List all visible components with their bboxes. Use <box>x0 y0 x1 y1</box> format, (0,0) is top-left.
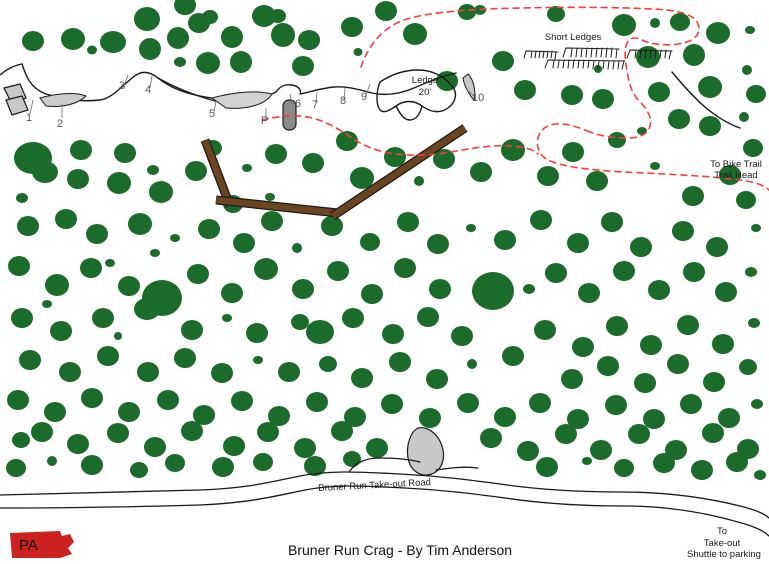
approach-trail <box>200 124 468 220</box>
route-label-1[interactable]: 1 <box>26 112 33 124</box>
route-label-3[interactable]: 3 <box>119 80 126 92</box>
cliff-line <box>0 63 741 129</box>
bike-trail-label-line1: To Bike Trail <box>710 159 762 170</box>
ledge-patch-2 <box>210 91 273 109</box>
ledge-label-name: Ledge <box>411 75 439 86</box>
route-label-2[interactable]: 2 <box>57 118 64 130</box>
pa-state-badge <box>10 531 74 558</box>
short-ledges-hachures <box>523 47 673 70</box>
pillar-rock <box>282 99 297 131</box>
takeout-label-line2: Take-out <box>703 538 741 549</box>
roadside-boulder <box>406 427 445 476</box>
map-title: Bruner Run Crag - By Tim Anderson <box>288 542 513 558</box>
route-label-6[interactable]: 6 <box>295 98 302 110</box>
tree-canopy-group <box>6 0 766 480</box>
pa-badge-label: PA <box>19 537 38 554</box>
takeout-label-line3: Shuttle to parking <box>687 549 761 560</box>
route-label-9[interactable]: 9 <box>361 91 368 103</box>
route-label-5[interactable]: 5 <box>209 108 216 120</box>
route-label-p[interactable]: P <box>261 115 269 127</box>
rock-formations <box>3 73 476 476</box>
take-out-road <box>0 457 769 537</box>
ledge-patch-1 <box>39 93 87 107</box>
takeout-label-line1: To <box>716 526 728 537</box>
bike-trail-label-line2: Trail Head <box>714 170 758 181</box>
route-label-8[interactable]: 8 <box>340 95 347 107</box>
short-ledges-label: Short Ledges <box>544 32 602 43</box>
route-label-10[interactable]: 10 <box>472 92 485 104</box>
ledge-label-height: 20' <box>418 87 432 98</box>
dashed-bike-trail <box>261 6 769 191</box>
route-label-7[interactable]: 7 <box>312 99 319 111</box>
route-label-4[interactable]: 4 <box>145 84 152 96</box>
route-leader-lines <box>29 74 475 120</box>
ledge-patch-3 <box>462 73 476 101</box>
boulder-left-lower <box>5 95 29 116</box>
